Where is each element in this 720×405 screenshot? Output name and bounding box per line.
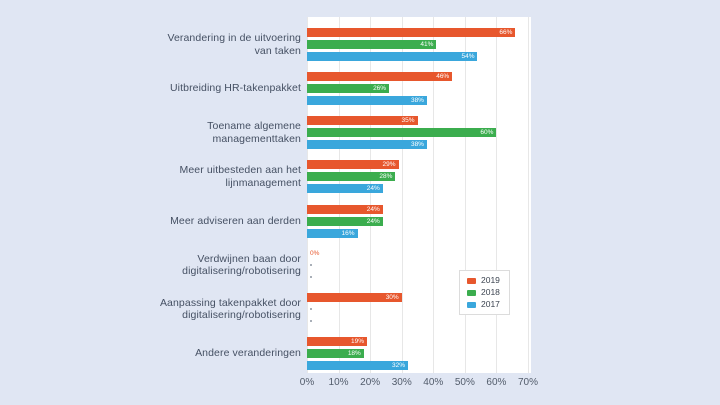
bar-value-label: 30% [385, 293, 399, 301]
legend: 2019 2018 2017 [459, 270, 510, 315]
x-tick-label-70pct: 70% [517, 377, 539, 388]
grid-line [402, 17, 403, 373]
category-label-line: Meer adviseren aan derden [170, 214, 301, 227]
zero-value-label-2019: 0% [310, 249, 320, 257]
bar-value-label: 54% [461, 53, 475, 60]
grid-line [465, 17, 466, 373]
bar-2017-group1: 54% [307, 52, 478, 61]
category-label-line: Andere veranderingen [195, 347, 301, 360]
bar-value-label: 19% [350, 337, 364, 345]
category-label-2: Uitbreiding HR-takenpakket [0, 72, 301, 105]
legend-label: 2017 [481, 299, 500, 309]
category-label-1: Verandering in de uitvoering van taken [0, 28, 301, 61]
legend-swatch-icon [467, 301, 476, 308]
bar-2018-group5: 24% [307, 216, 383, 226]
x-axis: 0% 10% 20% 30% 40% 50% 60% 70% [0, 376, 720, 390]
category-label-line: Uitbreiding HR-takenpakket [170, 82, 301, 95]
category-label-line: Toename algemene [207, 120, 301, 133]
category-label-line: Verandering in de uitvoering [167, 32, 301, 44]
legend-swatch-icon [467, 277, 476, 284]
bar-value-label: 18% [347, 349, 361, 357]
bar-2019-group7: 30% [307, 292, 402, 302]
category-label-7: Aanpassing takenpakket door digitaliserin… [0, 293, 301, 326]
bar-2018-group8: 18% [307, 348, 364, 358]
legend-label: 2019 [481, 275, 500, 285]
category-label-8: Andere veranderingen [0, 337, 301, 370]
category-label-line: digitalisering/robotisering [182, 265, 301, 278]
legend-item-2019: 2019 [467, 276, 500, 285]
legend-item-2018: 2018 [467, 288, 500, 297]
bar-value-label: 60% [480, 129, 494, 137]
bar-value-label: 26% [373, 85, 387, 93]
bar-value-label: 46% [436, 73, 450, 81]
x-tick-label-50pct: 50% [454, 377, 475, 388]
grid-line [370, 17, 371, 373]
missing-value-mark-2017 [310, 320, 312, 323]
x-tick-label-0pct: 0% [299, 377, 315, 388]
x-tick-label-20pct: 20% [360, 377, 381, 388]
grid-line [307, 17, 308, 373]
bar-2019-group4: 29% [307, 160, 399, 170]
bar-value-label: 24% [366, 185, 380, 193]
category-label-line: van taken [254, 44, 301, 57]
x-tick-label-30pct: 30% [391, 377, 412, 388]
bar-2017-group5: 16% [307, 228, 358, 238]
bar-2019-group1: 66% [307, 28, 516, 37]
bar-value-label: 41% [420, 41, 434, 48]
category-labels: Verandering in de uitvoering van taken Uit… [0, 17, 301, 373]
bar-2018-group2: 26% [307, 84, 390, 94]
category-label-5: Meer adviseren aan derden [0, 205, 301, 238]
bar-value-label: 28% [379, 173, 393, 181]
bar-2019-group5: 24% [307, 204, 383, 214]
bar-value-label: 16% [341, 229, 355, 237]
x-tick-label-60pct: 60% [486, 377, 507, 388]
plot-area: 66% 41% 54% 46% 26% 38% 35% 60% 38% 29% 28% 24% 24% 2… [307, 17, 531, 373]
category-label-line: Meer uitbesteden aan het [179, 164, 301, 177]
missing-value-mark-2017 [310, 276, 312, 279]
bar-2019-group3: 35% [307, 116, 418, 126]
bar-2018-group1: 41% [307, 40, 437, 49]
category-label-line: lijnmanagement [225, 176, 301, 189]
grid-line [433, 17, 434, 373]
legend-swatch-icon [467, 289, 476, 296]
bar-2019-group8: 19% [307, 336, 367, 346]
category-label-4: Meer uitbesteden aan het lijnmanagement [0, 160, 301, 193]
bar-2017-group3: 38% [307, 140, 427, 150]
category-label-line: managementtaken [212, 132, 301, 145]
category-label-line: digitalisering/robotisering [182, 309, 301, 322]
category-label-3: Toename algemene managementtaken [0, 116, 301, 149]
bar-value-label: 29% [382, 161, 396, 169]
category-label-line: Aanpassing takenpakket door [159, 296, 301, 309]
x-tick-label-40pct: 40% [423, 377, 444, 388]
grid-line [528, 17, 529, 373]
bar-2019-group2: 46% [307, 72, 453, 82]
bar-value-label: 24% [366, 205, 380, 213]
bar-2017-group4: 24% [307, 184, 383, 194]
grid-line [496, 17, 497, 373]
legend-label: 2018 [481, 287, 500, 297]
bar-value-label: 66% [499, 29, 513, 36]
bar-2017-group2: 38% [307, 96, 427, 106]
bar-2018-group3: 60% [307, 128, 497, 138]
grid-line [339, 17, 340, 373]
missing-value-mark-2018 [310, 264, 312, 267]
legend-item-2017: 2017 [467, 300, 500, 309]
bar-value-label: 32% [392, 361, 406, 369]
category-label-line: Verdwijnen baan door [197, 252, 301, 265]
bar-value-label: 35% [401, 117, 415, 125]
bar-2018-group4: 28% [307, 172, 396, 182]
category-label-6: Verdwijnen baan door digitalisering/robot… [0, 249, 301, 282]
bar-2017-group8: 32% [307, 360, 409, 370]
missing-value-mark-2018 [310, 308, 312, 311]
bar-value-label: 24% [366, 217, 380, 225]
bar-value-label: 38% [410, 141, 424, 149]
bar-value-label: 38% [410, 97, 424, 105]
x-tick-label-10pct: 10% [328, 377, 349, 388]
